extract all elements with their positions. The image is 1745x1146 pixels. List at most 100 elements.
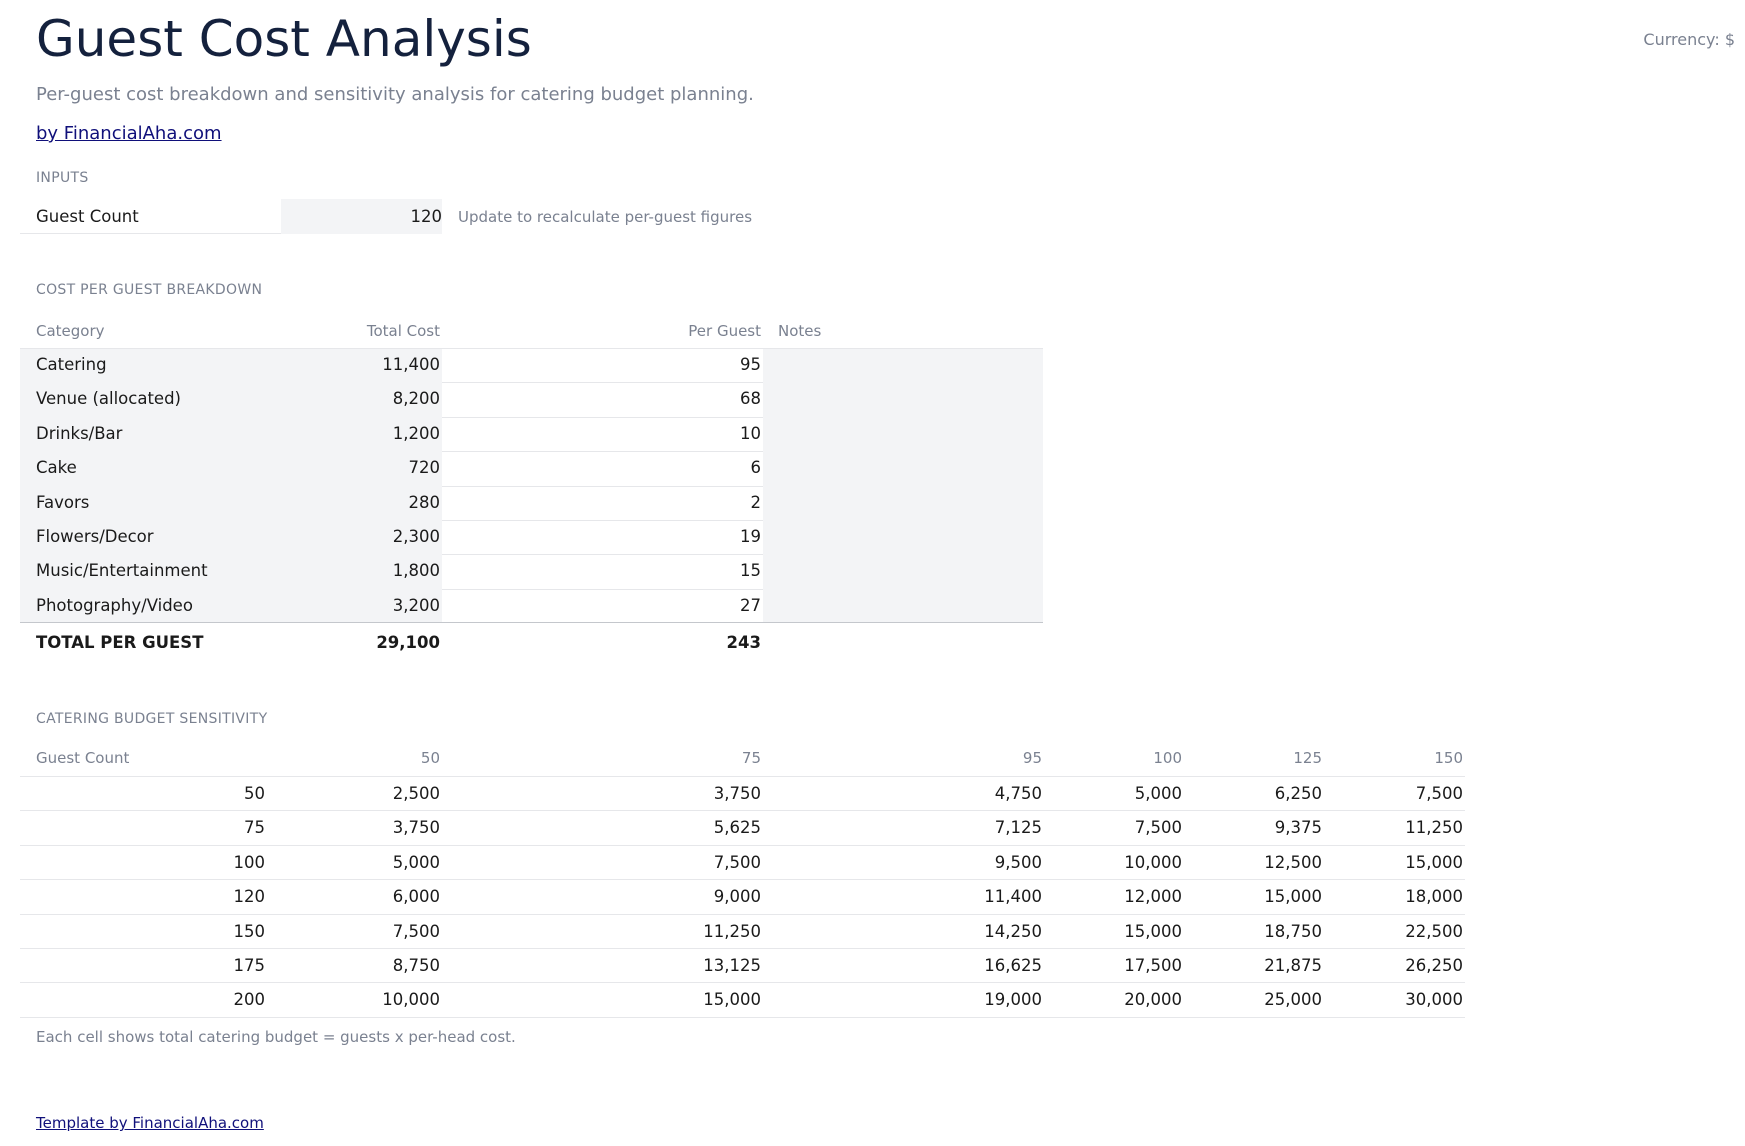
sensitivity-guest-count-cell: 50 xyxy=(244,784,265,803)
sensitivity-column-header: 75 xyxy=(741,749,761,767)
breakdown-row-divider xyxy=(442,520,763,521)
sensitivity-value-cell: 18,750 xyxy=(1264,921,1322,941)
byline-link[interactable]: by FinancialAha.com xyxy=(36,123,222,144)
sensitivity-value-cell: 3,750 xyxy=(713,784,761,803)
breakdown-total-cell[interactable]: 2,300 xyxy=(392,527,440,546)
guest-count-value: 120 xyxy=(410,207,443,226)
breakdown-category-cell: Photography/Video xyxy=(36,595,193,615)
sensitivity-row-divider xyxy=(20,844,1465,846)
sensitivity-guest-count-cell: 200 xyxy=(233,990,266,1010)
sensitivity-value-cell: 2,500 xyxy=(392,784,440,803)
sensitivity-value-cell: 15,000 xyxy=(1405,852,1463,872)
sensitivity-value-cell: 21,875 xyxy=(1264,956,1322,975)
sensitivity-value-cell: 18,000 xyxy=(1405,887,1463,907)
sensitivity-value-cell: 9,000 xyxy=(713,887,761,907)
sensitivity-column-header: 125 xyxy=(1293,749,1322,767)
breakdown-category-cell: Drinks/Bar xyxy=(36,423,123,443)
breakdown-total-cell[interactable]: 3,200 xyxy=(392,595,440,615)
sensitivity-guest-count-cell: 100 xyxy=(233,852,266,872)
breakdown-total-cell[interactable]: 1,800 xyxy=(392,561,440,581)
sensitivity-value-cell: 17,500 xyxy=(1124,956,1182,975)
sensitivity-section-label: CATERING BUDGET SENSITIVITY xyxy=(36,711,268,727)
breakdown-row-divider xyxy=(442,451,763,453)
sensitivity-column-header: 150 xyxy=(1434,749,1463,767)
breakdown-row-divider xyxy=(442,382,763,384)
breakdown-total-cell[interactable]: 11,400 xyxy=(382,355,440,374)
footer-link[interactable]: Template by FinancialAha.com xyxy=(36,1114,264,1132)
breakdown-per-guest-cell: 2 xyxy=(750,492,762,512)
breakdown-row-divider xyxy=(442,416,763,418)
sensitivity-row-divider xyxy=(20,982,1465,984)
sensitivity-value-cell: 5,000 xyxy=(392,852,440,872)
breakdown-per-guest-cell: 19 xyxy=(740,527,761,546)
breakdown-category-cell: Flowers/Decor xyxy=(36,527,154,546)
sensitivity-value-cell: 7,500 xyxy=(392,921,440,941)
breakdown-total-cell[interactable]: 1,200 xyxy=(392,423,440,443)
breakdown-input-shade xyxy=(20,348,442,622)
sensitivity-value-cell: 4,750 xyxy=(994,784,1042,803)
currency-label: Currency: $ xyxy=(1643,30,1735,49)
sensitivity-value-cell: 5,625 xyxy=(713,818,761,838)
sensitivity-value-cell: 16,625 xyxy=(984,956,1042,975)
breakdown-row-divider xyxy=(442,588,763,590)
sensitivity-value-cell: 19,000 xyxy=(984,990,1042,1010)
breakdown-notes-shade xyxy=(763,348,1043,622)
sensitivity-value-cell: 6,000 xyxy=(392,887,440,907)
sensitivity-row-divider xyxy=(20,948,1465,949)
sensitivity-header-guest-count: Guest Count xyxy=(36,749,130,767)
sensitivity-value-cell: 25,000 xyxy=(1264,990,1322,1010)
breakdown-category-cell: Cake xyxy=(36,458,77,478)
sensitivity-row-divider xyxy=(20,879,1465,881)
breakdown-category-cell: Catering xyxy=(36,355,107,374)
sensitivity-value-cell: 12,500 xyxy=(1264,852,1322,872)
breakdown-header-notes: Notes xyxy=(778,322,822,340)
sensitivity-value-cell: 26,250 xyxy=(1405,956,1463,975)
guest-count-input[interactable]: 120 xyxy=(281,199,442,234)
breakdown-row-divider xyxy=(442,554,763,556)
guest-count-hint: Update to recalculate per-guest figures xyxy=(458,208,753,226)
sensitivity-value-cell: 15,000 xyxy=(1124,921,1182,941)
sensitivity-value-cell: 11,400 xyxy=(984,887,1042,907)
guest-count-label: Guest Count xyxy=(36,207,139,226)
breakdown-total-cell[interactable]: 280 xyxy=(408,492,441,512)
sensitivity-row-divider xyxy=(20,913,1465,915)
breakdown-header-per-guest: Per Guest xyxy=(688,322,761,340)
breakdown-per-guest-cell: 68 xyxy=(740,389,761,409)
breakdown-row-divider xyxy=(442,485,763,487)
breakdown-category-cell: Music/Entertainment xyxy=(36,561,208,581)
sensitivity-value-cell: 11,250 xyxy=(1405,818,1463,838)
sensitivity-value-cell: 7,500 xyxy=(1134,818,1182,838)
breakdown-per-guest-cell: 27 xyxy=(740,595,761,615)
sensitivity-row-divider xyxy=(20,810,1465,812)
sensitivity-value-cell: 12,000 xyxy=(1124,887,1182,907)
breakdown-category-cell: Venue (allocated) xyxy=(36,389,181,409)
sensitivity-value-cell: 10,000 xyxy=(1124,852,1182,872)
breakdown-total-divider xyxy=(20,622,1043,623)
sensitivity-guest-count-cell: 75 xyxy=(244,818,265,838)
sensitivity-value-cell: 8,750 xyxy=(392,956,440,975)
sensitivity-guest-count-cell: 175 xyxy=(233,956,266,975)
sensitivity-guest-count-cell: 150 xyxy=(233,921,266,941)
breakdown-total-cell[interactable]: 720 xyxy=(408,458,441,478)
sensitivity-value-cell: 22,500 xyxy=(1405,921,1463,941)
sensitivity-value-cell: 13,125 xyxy=(703,956,761,975)
breakdown-category-cell: Favors xyxy=(36,492,90,512)
breakdown-per-guest-cell: 95 xyxy=(740,355,761,374)
breakdown-per-guest-cell: 6 xyxy=(750,458,762,478)
sensitivity-footnote: Each cell shows total catering budget = … xyxy=(36,1028,516,1046)
page-subtitle: Per-guest cost breakdown and sensitivity… xyxy=(36,84,754,105)
sensitivity-row-divider xyxy=(20,1016,1465,1018)
sensitivity-column-header: 100 xyxy=(1153,749,1182,767)
sensitivity-value-cell: 10,000 xyxy=(382,990,440,1010)
sensitivity-value-cell: 7,125 xyxy=(994,818,1042,838)
sensitivity-guest-count-cell: 120 xyxy=(233,887,266,907)
sensitivity-value-cell: 7,500 xyxy=(713,852,761,872)
sensitivity-value-cell: 6,250 xyxy=(1274,784,1322,803)
sensitivity-column-header: 50 xyxy=(420,749,440,767)
breakdown-total-cell[interactable]: 8,200 xyxy=(392,389,440,409)
breakdown-per-guest-cell: 15 xyxy=(740,561,761,581)
inputs-row-divider xyxy=(20,233,281,234)
total-row-total: 29,100 xyxy=(376,633,440,652)
sensitivity-value-cell: 3,750 xyxy=(392,818,440,838)
sensitivity-value-cell: 15,000 xyxy=(1264,887,1322,907)
